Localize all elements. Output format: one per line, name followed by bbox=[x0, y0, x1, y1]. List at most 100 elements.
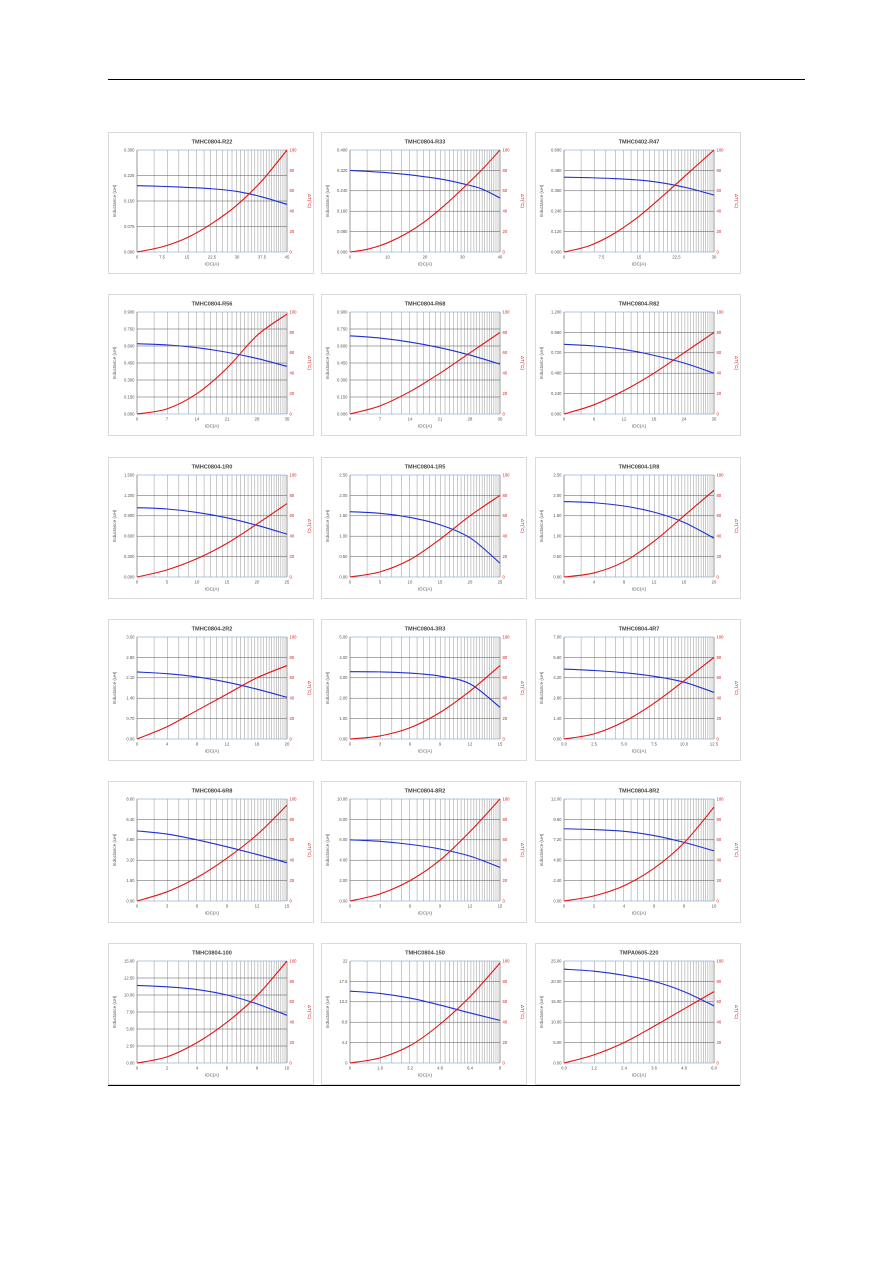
y-tick-label: 5.00 bbox=[339, 634, 348, 639]
x-tick-label: 12.5 bbox=[710, 742, 719, 747]
y2-axis-label: ΔT(°C) bbox=[520, 194, 525, 209]
x-tick-label: 6 bbox=[593, 417, 596, 422]
y2-axis-label: ΔT(°C) bbox=[734, 519, 739, 534]
y-tick-label: 0.50 bbox=[553, 554, 562, 559]
y-tick-label: 0.080 bbox=[337, 229, 348, 234]
temperature-rise-line bbox=[136, 313, 288, 415]
y2-tick-label: 20 bbox=[717, 229, 722, 234]
x-axis-label: IDC(A) bbox=[205, 262, 220, 267]
y2-tick-label: 40 bbox=[503, 371, 508, 376]
y-tick-label: 12.00 bbox=[551, 796, 562, 801]
chart-title: TMHC0804-2R2 bbox=[192, 627, 233, 633]
x-tick-label: 6 bbox=[653, 904, 656, 909]
x-tick-label: 15 bbox=[285, 904, 290, 909]
y2-axis-label: ΔT(°C) bbox=[307, 356, 312, 371]
y2-tick-label: 60 bbox=[717, 675, 722, 680]
y-tick-label: 8.8 bbox=[342, 1020, 348, 1025]
y2-tick-label: 80 bbox=[503, 330, 508, 335]
y-axis-label: Inductance (uH) bbox=[112, 833, 117, 866]
x-axis-label: IDC(A) bbox=[205, 424, 220, 429]
y-tick-label: 2.00 bbox=[339, 878, 348, 883]
x-tick-label: 2 bbox=[593, 904, 596, 909]
y2-axis-label: ΔT(°C) bbox=[734, 843, 739, 858]
x-tick-label: 6.0 bbox=[711, 1066, 717, 1071]
x-axis-label: IDC(A) bbox=[205, 749, 220, 754]
y2-tick-label: 80 bbox=[290, 655, 295, 660]
x-tick-label: 12 bbox=[622, 417, 627, 422]
y2-tick-label: 60 bbox=[290, 350, 295, 355]
y-tick-label: 0.240 bbox=[551, 391, 562, 396]
y2-tick-label: 40 bbox=[290, 209, 295, 214]
y2-tick-label: 60 bbox=[503, 675, 508, 680]
y-tick-label: 7.00 bbox=[553, 634, 562, 639]
y-tick-label: 0.300 bbox=[124, 147, 135, 152]
y2-tick-label: 80 bbox=[717, 330, 722, 335]
x-tick-label: 4 bbox=[593, 580, 596, 585]
chart-svg: TMHC0804-4R7 0.00 1.40 2.80 4.20 5.60 7.00 0 20 4… bbox=[539, 627, 739, 754]
x-tick-label: 25 bbox=[498, 580, 503, 585]
chart-card: TMHC0804-R82 0.000 0.240 0.480 0.720 0.960 1.2… bbox=[535, 294, 741, 436]
y2-tick-label: 20 bbox=[717, 554, 722, 559]
y2-tick-label: 100 bbox=[503, 472, 511, 477]
y-tick-label: 0.750 bbox=[337, 326, 348, 331]
x-tick-label: 0 bbox=[136, 742, 139, 747]
y2-tick-label: 20 bbox=[717, 1040, 722, 1045]
y2-tick-label: 80 bbox=[503, 168, 508, 173]
y2-tick-label: 0 bbox=[290, 898, 293, 903]
y-tick-label: 7.50 bbox=[126, 1009, 135, 1014]
y-tick-label: 0.450 bbox=[124, 360, 135, 365]
y2-tick-label: 0 bbox=[503, 249, 506, 254]
x-tick-label: 10 bbox=[195, 580, 200, 585]
x-tick-label: 37.5 bbox=[258, 255, 267, 260]
y2-tick-label: 40 bbox=[290, 1020, 295, 1025]
x-tick-label: 6.4 bbox=[467, 1066, 473, 1071]
y2-tick-label: 40 bbox=[503, 1020, 508, 1025]
x-tick-label: 0 bbox=[136, 1066, 139, 1071]
x-tick-label: 0 bbox=[349, 1066, 352, 1071]
y-tick-label: 5.00 bbox=[553, 1040, 562, 1045]
chart-card: TMHC0804-R33 0.000 0.080 0.160 0.240 0.320 0.4… bbox=[321, 132, 527, 274]
x-tick-label: 30 bbox=[712, 417, 717, 422]
y2-tick-label: 100 bbox=[503, 796, 511, 801]
y-tick-label: 17.6 bbox=[339, 979, 348, 984]
x-tick-label: 4 bbox=[196, 1066, 199, 1071]
y-tick-label: 10.00 bbox=[337, 796, 348, 801]
y2-tick-label: 20 bbox=[290, 229, 295, 234]
y2-tick-label: 60 bbox=[503, 999, 508, 1004]
y-tick-label: 0.150 bbox=[124, 198, 135, 203]
y-tick-label: 0.300 bbox=[337, 377, 348, 382]
x-axis-label: IDC(A) bbox=[418, 424, 433, 429]
chart-card: TMHC0804-2R2 0.00 0.70 1.40 2.10 2.80 3.50 0 20 4… bbox=[108, 619, 314, 761]
y-tick-label: 2.50 bbox=[553, 472, 562, 477]
y-tick-label: 0.00 bbox=[553, 736, 562, 741]
y2-tick-label: 40 bbox=[290, 371, 295, 376]
inductance-line bbox=[563, 828, 715, 852]
x-tick-label: 9 bbox=[226, 904, 229, 909]
x-tick-label: 28 bbox=[255, 417, 260, 422]
chart-card: TMHC0804-R22 0.000 0.075 0.150 0.225 0.300 0 20… bbox=[108, 132, 314, 274]
chart-svg: TMHC0804-8R20.002.404.807.209.6012.00020… bbox=[539, 789, 739, 916]
y-tick-label: 0.00 bbox=[339, 898, 348, 903]
y2-tick-label: 0 bbox=[290, 249, 293, 254]
y-tick-label: 0.00 bbox=[339, 736, 348, 741]
chart-title: TMHC0804-150 bbox=[405, 951, 445, 957]
x-tick-label: 4.8 bbox=[437, 1066, 443, 1071]
temperature-rise-line bbox=[563, 991, 715, 1064]
x-tick-label: 9 bbox=[439, 904, 442, 909]
x-tick-label: 20 bbox=[285, 742, 290, 747]
x-tick-label: 15 bbox=[225, 580, 230, 585]
y-axis-label: Inductance (uH) bbox=[325, 509, 330, 542]
y2-tick-label: 20 bbox=[290, 1040, 295, 1045]
y2-tick-label: 80 bbox=[290, 979, 295, 984]
x-tick-label: 15 bbox=[185, 255, 190, 260]
y2-tick-label: 20 bbox=[290, 716, 295, 721]
y2-tick-label: 100 bbox=[290, 796, 298, 801]
inductance-line bbox=[563, 500, 715, 539]
inductance-line bbox=[349, 671, 501, 708]
temperature-rise-line bbox=[349, 331, 501, 415]
y2-tick-label: 40 bbox=[717, 696, 722, 701]
y2-tick-label: 80 bbox=[503, 493, 508, 498]
chart-svg: TMHC0804-R68 0.000 0.150 0.300 0.450 0.600 0.7… bbox=[325, 302, 525, 429]
y2-axis-label: ΔT(°C) bbox=[307, 1005, 312, 1020]
